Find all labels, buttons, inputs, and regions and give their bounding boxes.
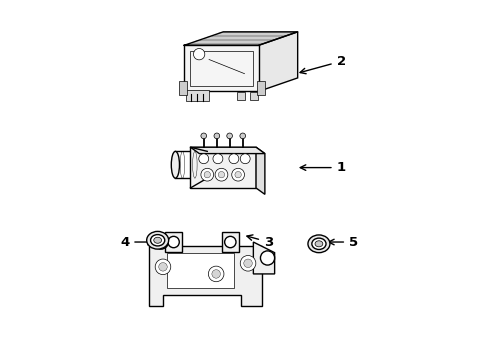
Bar bbox=[189, 51, 253, 86]
Text: 5: 5 bbox=[328, 235, 357, 248]
Circle shape bbox=[212, 154, 223, 164]
Polygon shape bbox=[256, 147, 264, 194]
Bar bbox=[179, 81, 186, 95]
Text: 4: 4 bbox=[120, 235, 153, 248]
Circle shape bbox=[193, 49, 204, 60]
Circle shape bbox=[226, 133, 232, 139]
Circle shape bbox=[240, 154, 250, 164]
Ellipse shape bbox=[153, 237, 161, 243]
Ellipse shape bbox=[307, 235, 329, 253]
Circle shape bbox=[240, 256, 255, 271]
Ellipse shape bbox=[203, 151, 211, 178]
Ellipse shape bbox=[311, 238, 325, 249]
Circle shape bbox=[214, 133, 219, 139]
Circle shape bbox=[198, 154, 208, 164]
Circle shape bbox=[231, 168, 244, 181]
Ellipse shape bbox=[314, 241, 322, 247]
Circle shape bbox=[159, 262, 167, 271]
Circle shape bbox=[155, 259, 170, 275]
Polygon shape bbox=[190, 147, 264, 154]
Text: 1: 1 bbox=[300, 161, 345, 174]
Circle shape bbox=[244, 259, 252, 267]
Polygon shape bbox=[166, 253, 233, 288]
Polygon shape bbox=[253, 242, 274, 274]
Polygon shape bbox=[258, 32, 297, 91]
Circle shape bbox=[240, 133, 245, 139]
Bar bbox=[237, 93, 244, 100]
Circle shape bbox=[224, 237, 236, 248]
Circle shape bbox=[260, 251, 274, 265]
Circle shape bbox=[215, 168, 227, 181]
Bar bbox=[165, 232, 182, 252]
Circle shape bbox=[228, 154, 238, 164]
Ellipse shape bbox=[150, 235, 164, 246]
Circle shape bbox=[154, 235, 168, 249]
Polygon shape bbox=[184, 45, 258, 91]
Ellipse shape bbox=[146, 231, 168, 249]
Circle shape bbox=[167, 237, 179, 248]
Circle shape bbox=[201, 133, 206, 139]
Circle shape bbox=[211, 270, 220, 278]
Ellipse shape bbox=[171, 151, 179, 178]
Circle shape bbox=[234, 171, 241, 178]
Circle shape bbox=[218, 171, 224, 178]
Bar bbox=[256, 81, 264, 95]
Text: 2: 2 bbox=[300, 55, 345, 74]
Circle shape bbox=[201, 168, 213, 181]
Bar bbox=[185, 90, 209, 101]
Bar bbox=[190, 147, 256, 188]
Polygon shape bbox=[148, 246, 262, 306]
Bar bbox=[222, 232, 238, 252]
Bar bbox=[249, 93, 257, 100]
Circle shape bbox=[203, 171, 210, 178]
Text: 3: 3 bbox=[246, 235, 273, 248]
Circle shape bbox=[208, 266, 224, 282]
